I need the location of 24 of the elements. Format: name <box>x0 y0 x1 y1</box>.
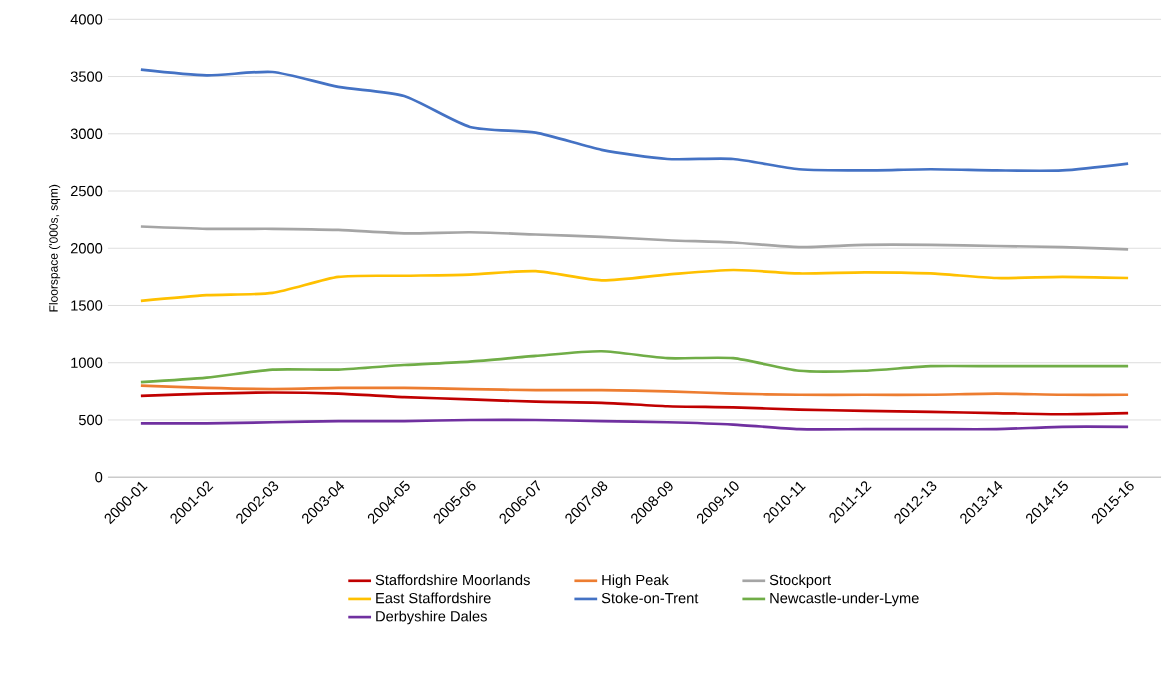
y-tick-label: 1500 <box>71 300 103 311</box>
line-series <box>139 225 1130 251</box>
line-series <box>139 391 1130 416</box>
legend-label: East Staffordshire <box>376 592 491 604</box>
line-series <box>139 68 1130 173</box>
legend-label: Stoke-on-Trent <box>601 592 699 604</box>
legend-label: Staffordshire Moorlands <box>375 574 530 586</box>
line-series <box>139 349 1130 384</box>
y-tick-label: 500 <box>78 414 103 426</box>
y-tick-label: 3500 <box>70 71 103 82</box>
legend-label: Stockport <box>769 574 831 588</box>
line-series <box>139 384 1130 397</box>
y-tick-label: 2500 <box>70 185 103 197</box>
legend-label: Derbyshire Dales <box>376 610 487 625</box>
y-axis-title: Floorspace ('000s, sqm) <box>48 184 61 312</box>
line-series <box>139 418 1130 431</box>
y-tick-label: 4000 <box>70 14 103 25</box>
line-series <box>139 268 1130 303</box>
y-tick-label: 1000 <box>71 357 103 368</box>
y-tick-label: 3000 <box>70 128 103 139</box>
y-tick-label: 0 <box>95 471 103 483</box>
legend-label: High Peak <box>602 574 669 588</box>
legend-label: Newcastle-under-Lyme <box>770 592 919 607</box>
y-tick-label: 2000 <box>70 243 103 254</box>
